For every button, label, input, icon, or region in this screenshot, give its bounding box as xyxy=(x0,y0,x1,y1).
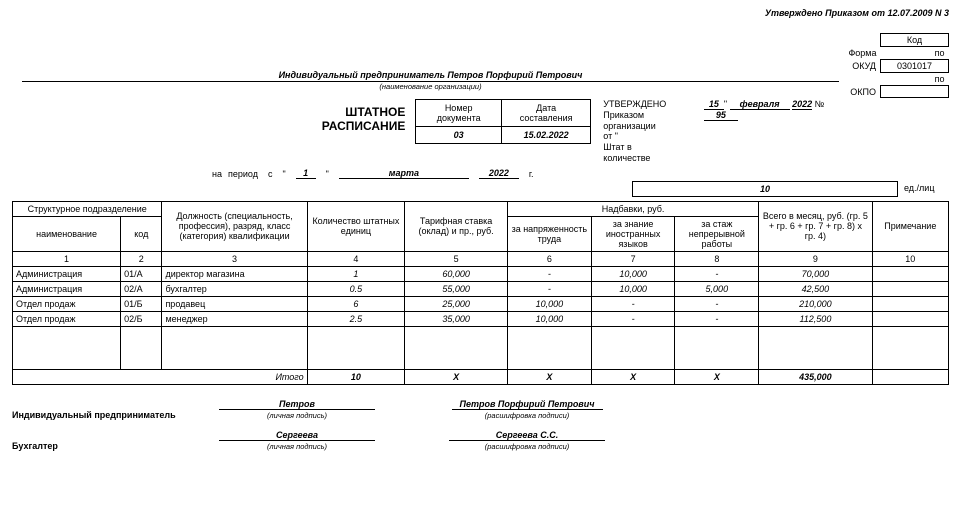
units-suffix: ед./лиц xyxy=(904,181,935,197)
sig-sign-1-sub: (личная подпись) xyxy=(267,411,327,420)
sig-name-2-sub: (расшифровка подписи) xyxy=(485,442,569,451)
table-row: Администрация02/Абухгалтер0.555,000-10,0… xyxy=(13,281,949,296)
signatures-block: Индивидуальный предприниматель Петров (л… xyxy=(12,399,949,451)
po-label-2: по xyxy=(881,73,949,86)
col-dep-name: наименование xyxy=(13,216,121,251)
colnum-2: 2 xyxy=(121,251,162,266)
col-structural-unit: Структурное подразделение xyxy=(13,201,162,216)
col-allowance-2: за знание иностранных языков xyxy=(591,216,675,251)
sig-name-1: Петров Порфирий Петрович xyxy=(452,399,603,410)
kod-header: Код xyxy=(881,34,949,47)
okud-value: 0301017 xyxy=(881,60,949,73)
table-row: Отдел продаж02/Бменеджер2.535,00010,000-… xyxy=(13,311,949,326)
doc-date-label: Дата составления xyxy=(502,100,591,127)
units-value: 10 xyxy=(632,181,898,197)
colnum-7: 7 xyxy=(591,251,675,266)
sig-sign-2: Сергеева xyxy=(219,430,375,441)
codes-block: Код Формапо ОКУД0301017 по ОКПО xyxy=(847,33,949,98)
okpo-label: ОКПО xyxy=(847,86,880,98)
sig-name-1-sub: (расшифровка подписи) xyxy=(485,411,569,420)
po-label-1: по xyxy=(881,47,949,60)
col-allowances: Надбавки, руб. xyxy=(507,201,758,216)
col-qty: Количество штатных единиц xyxy=(307,201,405,251)
col-allowance-3: за стаж непрерывной работы xyxy=(675,216,759,251)
colnum-6: 6 xyxy=(507,251,591,266)
sig-sign-1: Петров xyxy=(219,399,375,410)
colnum-8: 8 xyxy=(675,251,759,266)
doc-number-label: Номер документа xyxy=(416,100,502,127)
approved-block: УТВЕРЖДЕНО Приказом организации от " Шта… xyxy=(603,99,704,164)
organization-name: Индивидуальный предприниматель Петров По… xyxy=(22,70,839,82)
col-note: Примечание xyxy=(872,201,948,251)
colnum-9: 9 xyxy=(759,251,872,266)
col-position: Должность (специальность, профессия), ра… xyxy=(162,201,307,251)
document-title: ШТАТНОЕ РАСПИСАНИЕ xyxy=(12,99,405,133)
total-row: Итого 10 X X X X 435,000 xyxy=(13,369,949,384)
okud-label: ОКУД xyxy=(847,60,880,73)
organization-sublabel: (наименование организации) xyxy=(22,82,839,91)
okpo-value xyxy=(881,86,949,98)
units-row: 10 ед./лиц xyxy=(12,181,949,197)
colnum-3: 3 xyxy=(162,251,307,266)
approval-date-right: 15" февраля 2022 № 95 xyxy=(704,99,848,121)
period-row: на период с "1" марта 2022 г. xyxy=(212,168,949,179)
approval-top-text: Утверждено Приказом от 12.07.2009 N 3 xyxy=(12,8,949,18)
table-row: Отдел продаж01/Бпродавец625,00010,000--2… xyxy=(13,296,949,311)
col-rate: Тарифная ставка (оклад) и пр., руб. xyxy=(405,201,508,251)
colnum-4: 4 xyxy=(307,251,405,266)
sig-sign-2-sub: (личная подпись) xyxy=(267,442,327,451)
colnum-1: 1 xyxy=(13,251,121,266)
table-row: Администрация01/Адиректор магазина160,00… xyxy=(13,266,949,281)
doc-date: 15.02.2022 xyxy=(502,127,591,144)
sig-name-2: Сергеева С.С. xyxy=(449,430,605,441)
colnum-5: 5 xyxy=(405,251,508,266)
sig-role-2: Бухгалтер xyxy=(12,441,197,451)
colnum-10: 10 xyxy=(872,251,948,266)
col-dep-code: код xyxy=(121,216,162,251)
sig-role-1: Индивидуальный предприниматель xyxy=(12,410,197,420)
doc-meta-table: Номер документа Дата составления 03 15.0… xyxy=(415,99,591,144)
col-monthly-total: Всего в месяц, руб. (гр. 5 + гр. 6 + гр.… xyxy=(759,201,872,251)
forma-label: Форма xyxy=(847,47,880,60)
main-table: Структурное подразделение Должность (спе… xyxy=(12,201,949,385)
doc-number: 03 xyxy=(416,127,502,144)
col-allowance-1: за напряженность труда xyxy=(507,216,591,251)
